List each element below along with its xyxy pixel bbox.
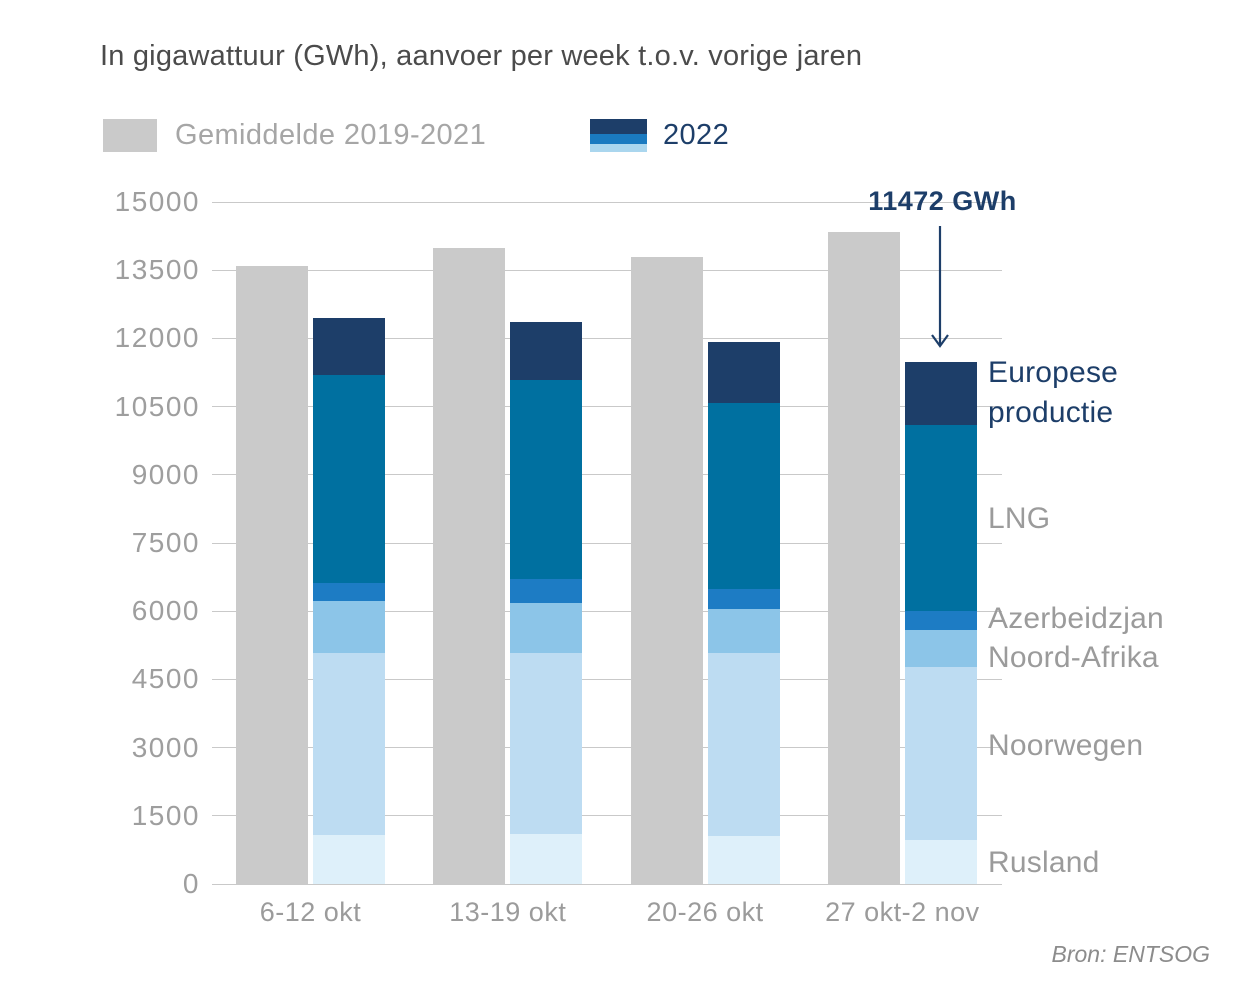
chart-title: In gigawattuur (GWh), aanvoer per week t…	[100, 40, 863, 72]
stack-segment-lng-13-19-okt	[510, 379, 583, 579]
x-tick-label-27-okt-2-nov: 27 okt-2 nov	[825, 897, 980, 927]
legend-label-average: Gemiddelde 2019-2021	[175, 119, 487, 151]
stack-segment-europese-productie-6-12-okt	[313, 317, 385, 375]
legend-swatch-2022-stripe-mid	[590, 134, 647, 144]
y-tick-label-15000: 15000	[114, 186, 200, 217]
segment-label-lng: LNG	[988, 502, 1051, 535]
stack-segment-noorwegen-6-12-okt	[313, 653, 385, 835]
gridline-7500	[212, 542, 1002, 544]
stack-segment-rusland-13-19-okt	[510, 833, 583, 884]
stack-segment-rusland-20-26-okt	[707, 835, 780, 884]
stack-segment-europese-productie-27-okt-2-nov	[904, 362, 977, 425]
stack-segment-azerbeidzjan-20-26-okt	[707, 588, 780, 609]
segment-label-noorwegen: Noorwegen	[988, 729, 1144, 762]
stack-segment-rusland-6-12-okt	[313, 834, 385, 884]
source-credit: Bron: ENTSOG	[1051, 941, 1210, 967]
gridline-6000	[212, 610, 1002, 612]
avg-bar-27-okt-2-nov	[827, 232, 900, 884]
segment-label-noord-afrika: Noord-Afrika	[988, 641, 1159, 674]
gridline-1500	[212, 815, 1002, 817]
x-tick-label-20-26-okt: 20-26 okt	[646, 897, 764, 927]
stack-segment-azerbeidzjan-13-19-okt	[510, 578, 583, 603]
gridline-9000	[212, 474, 1002, 476]
stack-segment-azerbeidzjan-27-okt-2-nov	[904, 611, 977, 631]
gridline-4500	[212, 678, 1002, 680]
y-tick-label-1500: 1500	[131, 799, 200, 831]
x-tick-label-6-12-okt: 6-12 okt	[259, 897, 362, 927]
stack-segment-rusland-27-okt-2-nov	[904, 839, 977, 884]
y-tick-label-7500: 7500	[131, 527, 200, 558]
y-tick-label-13500: 13500	[114, 254, 200, 286]
stack-segment-noord-afrika-6-12-okt	[313, 600, 385, 654]
y-tick-label-10500: 10500	[114, 390, 200, 422]
x-tick-label-13-19-okt: 13-19 okt	[449, 897, 567, 927]
segment-label-europese-productie: Europese productie	[988, 356, 1119, 429]
stack-segment-noord-afrika-20-26-okt	[707, 608, 780, 654]
gridline-10500	[212, 406, 1002, 408]
y-tick-label-12000: 12000	[114, 322, 200, 354]
annotation-value: 11472 GWh	[868, 186, 1017, 216]
gridline-13500	[212, 269, 1002, 271]
legend-swatch-average	[103, 119, 157, 152]
segment-label-rusland: Rusland	[988, 846, 1100, 879]
gridline-0	[212, 883, 1002, 885]
legend-label-2022: 2022	[663, 119, 730, 151]
avg-bar-6-12-okt	[236, 265, 308, 884]
avg-bar-20-26-okt	[630, 256, 703, 884]
stack-segment-europese-productie-20-26-okt	[707, 341, 780, 403]
legend-swatch-2022-stripe-top	[590, 119, 647, 134]
stack-segment-noord-afrika-27-okt-2-nov	[904, 630, 977, 668]
y-tick-label-0: 0	[182, 868, 200, 899]
stack-segment-lng-6-12-okt	[313, 374, 385, 583]
gridline-15000	[212, 201, 1002, 203]
y-tick-label-4500: 4500	[131, 663, 200, 695]
segment-label-azerbeidzjan: Azerbeidzjan	[988, 602, 1164, 635]
stack-segment-noorwegen-13-19-okt	[510, 653, 583, 834]
stack-segment-europese-productie-13-19-okt	[510, 321, 583, 380]
stack-segment-noorwegen-27-okt-2-nov	[904, 667, 977, 840]
stack-segment-noorwegen-20-26-okt	[707, 653, 780, 836]
y-tick-label-9000: 9000	[131, 458, 200, 490]
y-tick-label-3000: 3000	[131, 731, 200, 763]
stack-segment-lng-20-26-okt	[707, 402, 780, 589]
avg-bar-13-19-okt	[433, 248, 506, 884]
gridline-3000	[212, 747, 1002, 749]
stack-segment-lng-27-okt-2-nov	[904, 424, 977, 612]
stack-segment-azerbeidzjan-6-12-okt	[313, 582, 385, 601]
legend-swatch-2022	[590, 119, 647, 152]
annotation-arrow-icon	[931, 226, 949, 348]
legend-swatch-2022-stripe-bottom	[590, 144, 647, 152]
gridline-12000	[212, 337, 1002, 339]
y-tick-label-6000: 6000	[131, 595, 200, 627]
stack-segment-noord-afrika-13-19-okt	[510, 603, 583, 654]
